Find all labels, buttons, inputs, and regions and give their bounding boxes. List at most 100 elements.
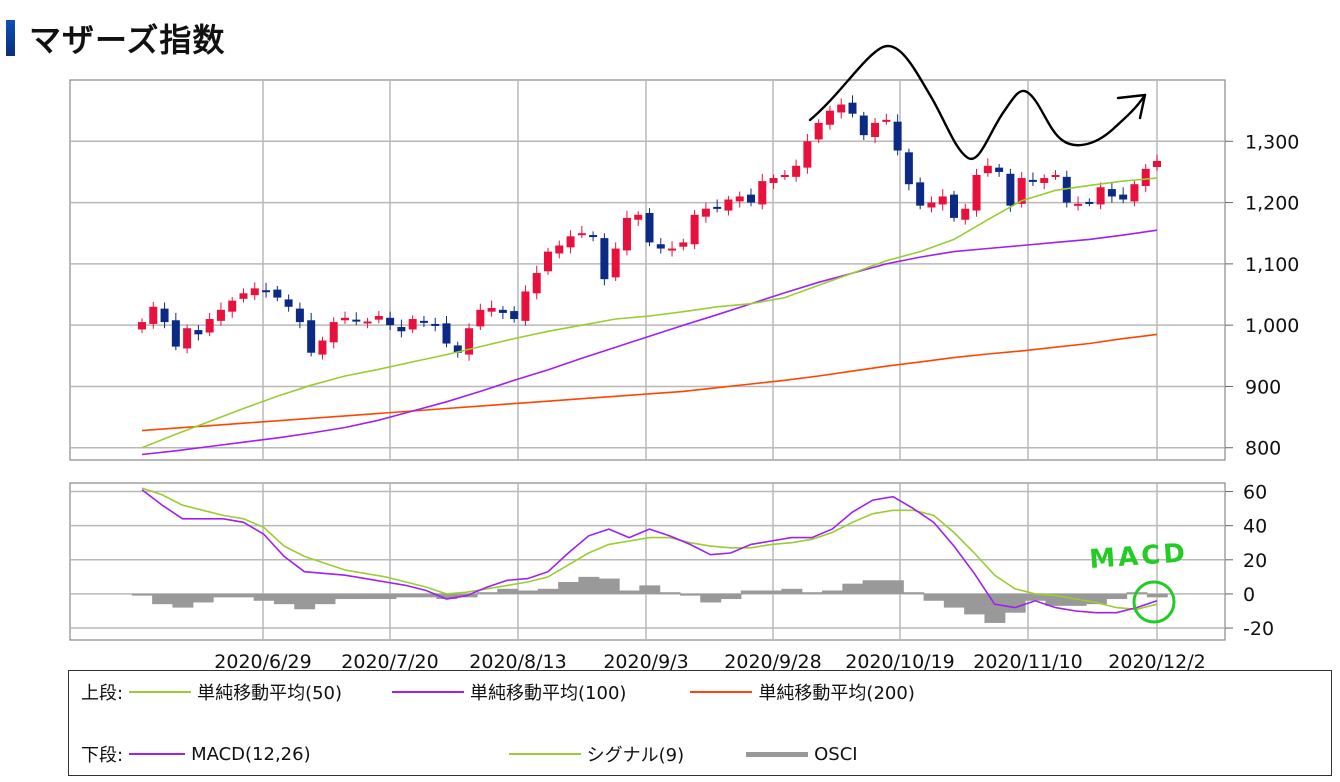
osci-bar — [964, 593, 986, 615]
osci-bar — [395, 593, 417, 598]
candle-body — [250, 288, 259, 296]
candle-body — [374, 315, 383, 320]
candle-body — [453, 345, 462, 353]
candle-body — [792, 165, 801, 177]
annotation-green-circle — [1132, 580, 1176, 624]
legend: 上段: 単純移動平均(50) 単純移動平均(100) 単純移動平均(200) 下… — [68, 670, 1332, 776]
legend-upper-label: 上段: — [81, 683, 124, 704]
osci-bar — [943, 593, 965, 608]
candle-body — [352, 319, 361, 322]
lower-y-tick-label: 60 — [1243, 482, 1267, 504]
candle-body — [904, 152, 913, 185]
legend-swatch-sma200 — [690, 691, 753, 693]
osci-bar — [700, 593, 722, 603]
x-tick-label: 2020/7/20 — [341, 651, 438, 670]
candle-body — [194, 330, 203, 335]
candle-body — [634, 214, 643, 220]
candle-body — [555, 245, 564, 254]
y-tick-label: 1,000 — [1245, 315, 1299, 337]
sma100-line — [141, 229, 1158, 456]
candle-body — [307, 320, 316, 353]
candle-body — [216, 309, 225, 321]
candle-body — [1085, 201, 1094, 204]
osci-bar — [355, 593, 377, 600]
y-tick-label: 1,200 — [1245, 193, 1299, 215]
y-tick-label: 1,300 — [1245, 131, 1299, 153]
lower-y-tick-label: 20 — [1243, 550, 1267, 572]
candle-body — [656, 244, 665, 249]
candle-body — [262, 290, 271, 293]
candle-body — [442, 323, 451, 344]
osci-bar — [1106, 593, 1128, 600]
candle-body — [871, 122, 880, 137]
legend-lower-row: 下段: MACD(12,26) シグナル(9) OSCI — [81, 741, 858, 767]
candle-body — [149, 306, 158, 324]
candle-body — [713, 206, 722, 209]
x-tick-label: 2020/6/29 — [214, 651, 311, 670]
x-tick-label: 2020/10/19 — [845, 651, 955, 670]
candle-body — [160, 308, 169, 323]
osci-bar — [1065, 593, 1087, 606]
stock-chart: 800 900 1,000 1,100 1,200 1,300 60 40 20 0 -20 2020… — [69, 44, 1299, 670]
candle-body — [837, 104, 846, 113]
legend-sma50: 単純移動平均(50) — [197, 683, 343, 704]
candle-body — [1107, 189, 1116, 197]
candle-body — [1096, 187, 1105, 205]
osci-bar — [761, 590, 783, 594]
osci-bar — [416, 593, 437, 598]
candle-body — [465, 328, 474, 355]
osci-bar — [740, 590, 762, 594]
candle-body — [735, 196, 744, 202]
legend-upper-row: 上段: 単純移動平均(50) 単純移動平均(100) 単純移動平均(200) — [81, 679, 915, 705]
osci-bar — [314, 593, 336, 605]
x-tick-label: 2020/9/3 — [603, 651, 688, 670]
candle-body — [882, 119, 891, 122]
legend-swatch-signal — [508, 753, 581, 755]
candle-body — [284, 299, 293, 307]
osci-bar — [1085, 593, 1107, 605]
osci-bar — [923, 593, 945, 601]
candle-body — [938, 196, 947, 205]
osci-bar — [213, 593, 234, 598]
macd-line — [141, 489, 1158, 614]
candle-body — [228, 300, 237, 312]
osci-bar — [375, 593, 397, 600]
candle-body — [859, 115, 868, 136]
legend-swatch-osci — [746, 751, 809, 757]
candle-body — [205, 319, 214, 333]
candle-body — [701, 208, 710, 217]
candle-body — [995, 167, 1004, 172]
candle-body — [295, 308, 304, 323]
candle-body — [950, 194, 958, 218]
candle-body — [1017, 178, 1026, 204]
candle-body — [1006, 173, 1015, 206]
candle-body — [916, 182, 925, 206]
candle-body — [611, 248, 620, 278]
lower-panel-frame — [69, 482, 1226, 641]
candle-body — [1040, 178, 1049, 183]
legend-signal: シグナル(9) — [586, 745, 685, 766]
candle-body — [544, 251, 552, 272]
osci-bar — [294, 593, 316, 610]
candle-body — [961, 208, 970, 220]
candle-body — [983, 165, 992, 174]
x-tick-label: 2020/12/2 — [1108, 651, 1205, 670]
osci-bar — [334, 593, 356, 600]
candle-body — [747, 194, 755, 203]
candle-body — [408, 319, 417, 330]
osci-bar — [537, 588, 559, 594]
osci-bar — [273, 593, 295, 605]
annotation-macd-text: MACD — [1088, 538, 1189, 575]
osci-bar — [517, 590, 539, 594]
candle-body — [386, 317, 395, 326]
candle-body — [397, 327, 406, 332]
osci-bar — [436, 593, 458, 600]
x-tick-label: 2020/11/10 — [973, 651, 1083, 670]
legend-swatch-macd — [129, 753, 186, 755]
candle-body — [577, 233, 586, 236]
candle-body — [341, 317, 349, 321]
legend-osci: OSCI — [814, 743, 858, 765]
candle-body — [419, 320, 428, 323]
osci-bar — [497, 588, 519, 594]
osci-bar — [1004, 593, 1026, 613]
